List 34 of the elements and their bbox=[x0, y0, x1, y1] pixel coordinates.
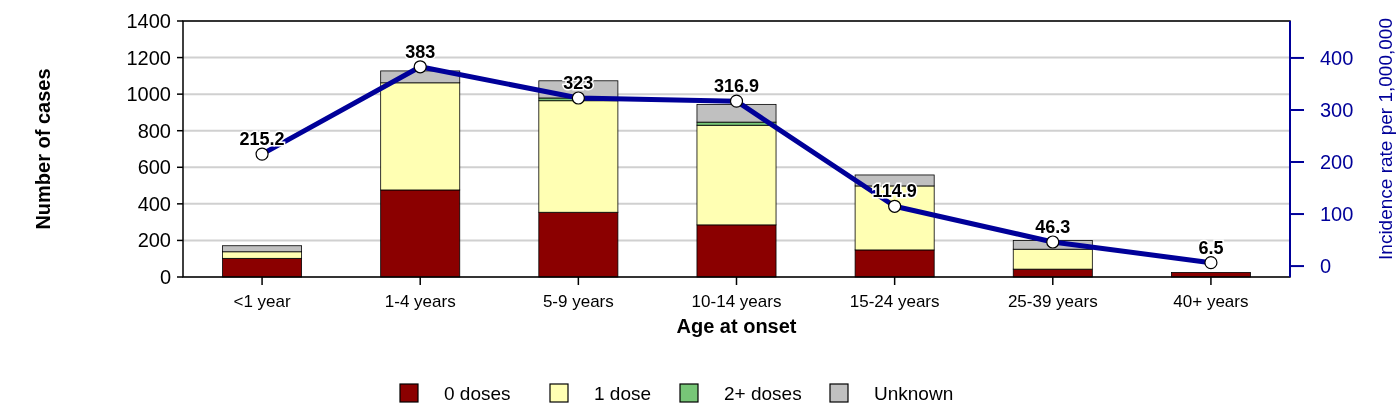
y-tick-label: 1200 bbox=[126, 46, 171, 69]
legend-label: 2+ doses bbox=[724, 382, 802, 404]
legend-label: 1 dose bbox=[594, 382, 652, 404]
y2-tick-label: 400 bbox=[1320, 46, 1354, 69]
y-tick-label: 200 bbox=[137, 229, 171, 252]
x-axis-title: Age at onset bbox=[676, 315, 797, 337]
data-label: 383 bbox=[405, 41, 436, 62]
y-tick-label: 400 bbox=[137, 192, 171, 215]
y2-axis-title: Incidence rate per 1,000,000 bbox=[1375, 18, 1396, 260]
y2-tick-label: 200 bbox=[1320, 151, 1354, 174]
y-tick-label: 0 bbox=[159, 266, 171, 288]
data-label: 114.9 bbox=[872, 181, 917, 202]
y-tick-label: 1000 bbox=[126, 83, 171, 106]
data-label: 46.3 bbox=[1035, 216, 1071, 237]
y2-tick-label: 100 bbox=[1320, 203, 1354, 226]
legend-label: 0 doses bbox=[444, 382, 511, 404]
x-tick-label: 1-4 years bbox=[384, 292, 456, 311]
data-label: 316.9 bbox=[713, 76, 760, 97]
data-label: 215.2 bbox=[239, 129, 285, 150]
y2-tick-label: 0 bbox=[1320, 255, 1332, 278]
x-tick-label: 10-14 years bbox=[691, 292, 782, 311]
x-tick-label: 5-9 years bbox=[542, 292, 614, 311]
x-tick-label: 15-24 years bbox=[849, 292, 940, 311]
x-tick-label: 25-39 years bbox=[1007, 292, 1098, 311]
x-tick-label: <1 year bbox=[233, 292, 291, 311]
data-label: 323 bbox=[563, 73, 594, 94]
y-axis-title: Number of cases bbox=[32, 68, 54, 230]
y-tick-label: 1400 bbox=[126, 10, 171, 32]
y2-tick-label: 300 bbox=[1320, 98, 1354, 121]
y-tick-label: 600 bbox=[137, 156, 171, 179]
y-tick-label: 800 bbox=[137, 119, 171, 142]
legend-label: Unknown bbox=[874, 382, 954, 404]
data-label: 6.5 bbox=[1198, 237, 1224, 258]
x-tick-label: 40+ years bbox=[1173, 292, 1249, 311]
